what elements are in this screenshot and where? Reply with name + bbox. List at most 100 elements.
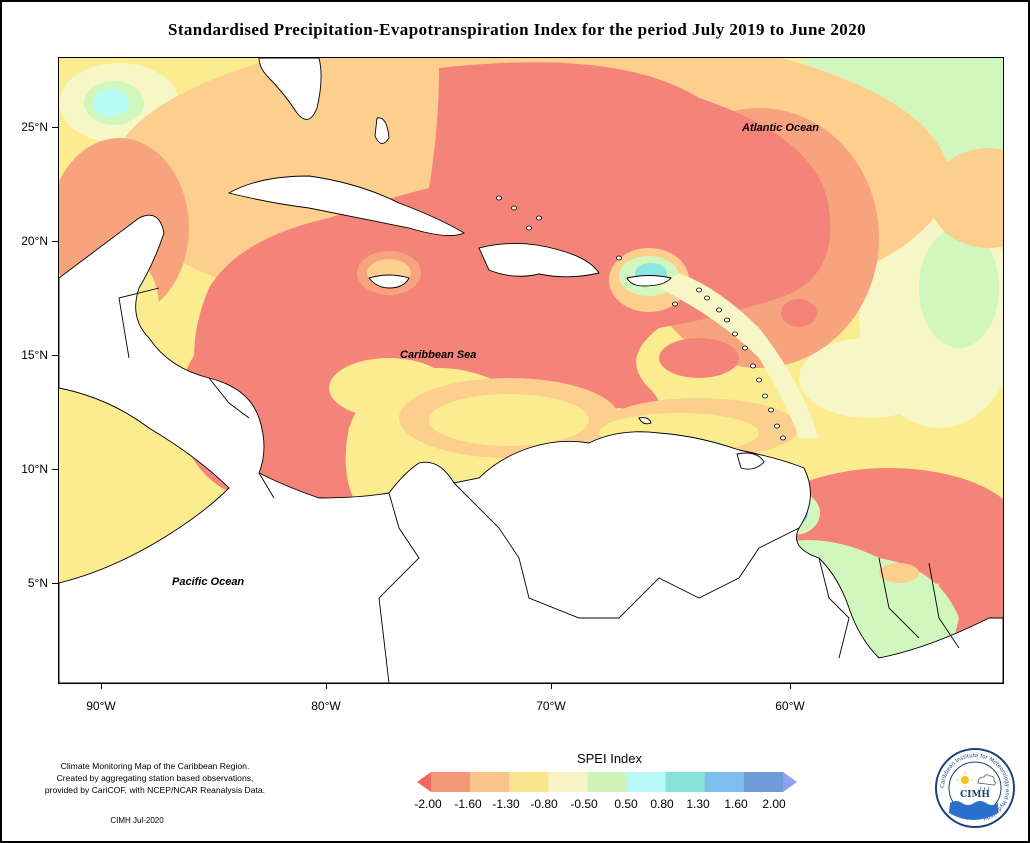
- island-9: [768, 407, 774, 413]
- footnote-line-2: Created by aggregating station based obs…: [56, 773, 254, 783]
- figure-title: Standardised Precipitation-Evapotranspir…: [167, 20, 867, 39]
- legend-swatch: [431, 772, 471, 792]
- lat-label-15n: 15°N: [21, 348, 48, 362]
- island-6: [750, 363, 756, 369]
- legend-value: 0.80: [650, 797, 674, 811]
- cimh-logo: Caribbean Institute for Meteorology and …: [935, 748, 1015, 828]
- spei-field-7: [93, 89, 129, 117]
- land-mass-5: [626, 275, 672, 287]
- legend-swatch: [743, 772, 784, 792]
- country-border-1: [208, 377, 250, 419]
- country-border-5: [618, 527, 800, 619]
- lon-label-90w: 90°W: [86, 699, 116, 713]
- legend-value: 1.30: [686, 797, 710, 811]
- island-12: [672, 301, 678, 307]
- legend-title: SPEI Index: [576, 751, 643, 766]
- land-mass-6: [736, 452, 765, 470]
- lon-tick: [551, 683, 552, 689]
- map-panel: [58, 57, 1004, 684]
- country-border-3: [378, 492, 420, 683]
- legend-arrow-high: [783, 772, 797, 792]
- legend-arrow-low: [417, 772, 431, 792]
- legend-swatch: [470, 772, 510, 792]
- legend-value: -0.80: [530, 797, 558, 811]
- label-caribbean-sea: Caribbean Sea: [400, 349, 477, 361]
- credit: CIMH Jul-2020: [110, 816, 164, 825]
- island-7: [756, 377, 762, 383]
- island-5: [742, 345, 748, 351]
- land-mass-1: [258, 58, 322, 120]
- island-4: [732, 331, 738, 337]
- legend-value: 1.60: [724, 797, 748, 811]
- island-1: [704, 295, 710, 301]
- island-11: [780, 435, 786, 441]
- footnote: Climate Monitoring Map of the Caribbean …: [20, 760, 290, 796]
- lat-label-20n: 20°N: [21, 234, 48, 248]
- island-2: [716, 307, 722, 313]
- lon-label-80w: 80°W: [311, 699, 341, 713]
- country-border-4: [453, 482, 619, 619]
- island-15: [536, 215, 542, 221]
- spei-field-25: [429, 394, 589, 446]
- legend-labels: -2.00 -1.60 -1.30 -0.80 -0.50 0.50 0.80 …: [414, 797, 794, 813]
- lon-tick: [790, 683, 791, 689]
- country-border-6: [818, 557, 850, 659]
- island-16: [496, 195, 502, 201]
- legend-value: -0.50: [570, 797, 598, 811]
- spei-field-38: [879, 563, 919, 583]
- spei-map: [59, 58, 1003, 683]
- footnote-line-3: provided by CariCOF, with NCEP/NCAR Rean…: [44, 785, 266, 795]
- border-layer: [118, 287, 960, 683]
- legend-swatch: [665, 772, 706, 792]
- svg-text:CIMH: CIMH: [960, 790, 990, 800]
- land-mass-2: [227, 175, 465, 237]
- land-mass-0: [59, 214, 1003, 683]
- legend-swatch: [509, 772, 549, 792]
- lat-label-25n: 25°N: [21, 120, 48, 134]
- legend-colorbar: [417, 772, 797, 792]
- lat-tick: [52, 241, 58, 242]
- lat-label-5n: 5°N: [27, 576, 48, 590]
- island-3: [724, 317, 730, 323]
- island-8: [762, 393, 768, 399]
- spei-field-2: [919, 228, 999, 348]
- wave-icon: [949, 801, 998, 820]
- country-border-0: [118, 287, 160, 359]
- island-0: [696, 287, 702, 293]
- lat-tick: [52, 127, 58, 128]
- lat-tick: [52, 583, 58, 584]
- legend-swatch: [704, 772, 745, 792]
- island-10: [774, 423, 780, 429]
- spei-field-33: [659, 273, 819, 438]
- lon-tick: [101, 683, 102, 689]
- cloud-icon: [977, 774, 996, 786]
- legend-swatch: [626, 772, 667, 792]
- lon-label-60w: 60°W: [775, 699, 805, 713]
- land-mass-3: [478, 243, 600, 278]
- lat-tick: [52, 355, 58, 356]
- label-pacific-ocean: Pacific Ocean: [172, 576, 245, 588]
- lon-label-70w: 70°W: [536, 699, 566, 713]
- spei-field-13: [929, 148, 1003, 248]
- spei-field-3: [799, 338, 939, 418]
- legend-value: 0.50: [614, 797, 638, 811]
- land-layer: [59, 58, 1003, 683]
- legend-swatch: [587, 772, 628, 792]
- island-13: [616, 255, 622, 261]
- land-mass-7: [374, 117, 390, 144]
- land-mass-4: [368, 274, 410, 289]
- lat-tick: [52, 469, 58, 470]
- lat-label-10n: 10°N: [21, 462, 48, 476]
- island-14: [526, 225, 532, 231]
- spei-field-22: [781, 299, 817, 327]
- footnote-line-1: Climate Monitoring Map of the Caribbean …: [60, 761, 250, 771]
- legend-value: -1.30: [492, 797, 520, 811]
- country-border-2: [258, 472, 275, 499]
- sun-icon: [961, 776, 969, 784]
- lon-tick: [326, 683, 327, 689]
- legend-value: -1.60: [454, 797, 482, 811]
- land-mass-8: [638, 417, 652, 425]
- island-17: [511, 205, 517, 211]
- spei-field-layer: [59, 58, 1003, 683]
